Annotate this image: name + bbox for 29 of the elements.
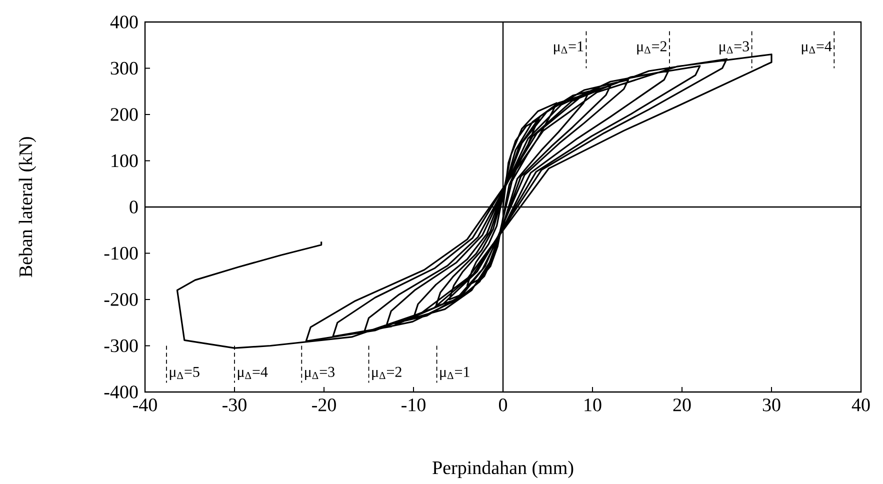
x-tick-label: -30: [222, 398, 246, 412]
x-tick-label: -10: [402, 398, 426, 412]
x-tick-label: 30: [762, 398, 780, 412]
x-tick-label: -20: [312, 398, 336, 412]
annotation: μ$_{Δ}$=3: [720, 41, 750, 54]
y-tick-label: 100: [112, 154, 138, 168]
y-tick-label: 300: [110, 62, 138, 75]
x-tick-label: 0: [498, 398, 508, 412]
annotation: μ$_{Δ}$=4: [802, 41, 832, 54]
y-tick-label: -400: [104, 386, 138, 398]
x-tick-label: -40: [133, 398, 157, 412]
y-axis-title: Beban lateral (kN): [18, 137, 36, 278]
x-tick-label: 20: [673, 398, 691, 412]
annotation: μ$_{Δ}$=3: [305, 366, 335, 380]
x-tick-label: 10: [584, 398, 602, 412]
annotation: μ$_{Δ}$=1: [440, 366, 470, 380]
y-tick-label: -100: [104, 246, 138, 260]
x-axis-title: Perpindahan (mm): [432, 460, 574, 478]
y-tick-label: -200: [104, 293, 138, 306]
y-tick-label: 400: [110, 16, 138, 28]
y-tick-label: -300: [104, 339, 138, 352]
annotation: μ$_{Δ}$=1: [554, 41, 584, 54]
annotation: μ$_{Δ}$=4: [238, 366, 268, 380]
annotation: μ$_{Δ}$=2: [372, 366, 402, 380]
x-tick-label: 40: [852, 398, 870, 412]
y-tick-label: 0: [130, 200, 138, 214]
annotation: μ$_{Δ}$=2: [637, 41, 666, 54]
y-tick-label: 200: [110, 108, 138, 121]
annotation: μ$_{Δ}$=5: [170, 366, 200, 380]
